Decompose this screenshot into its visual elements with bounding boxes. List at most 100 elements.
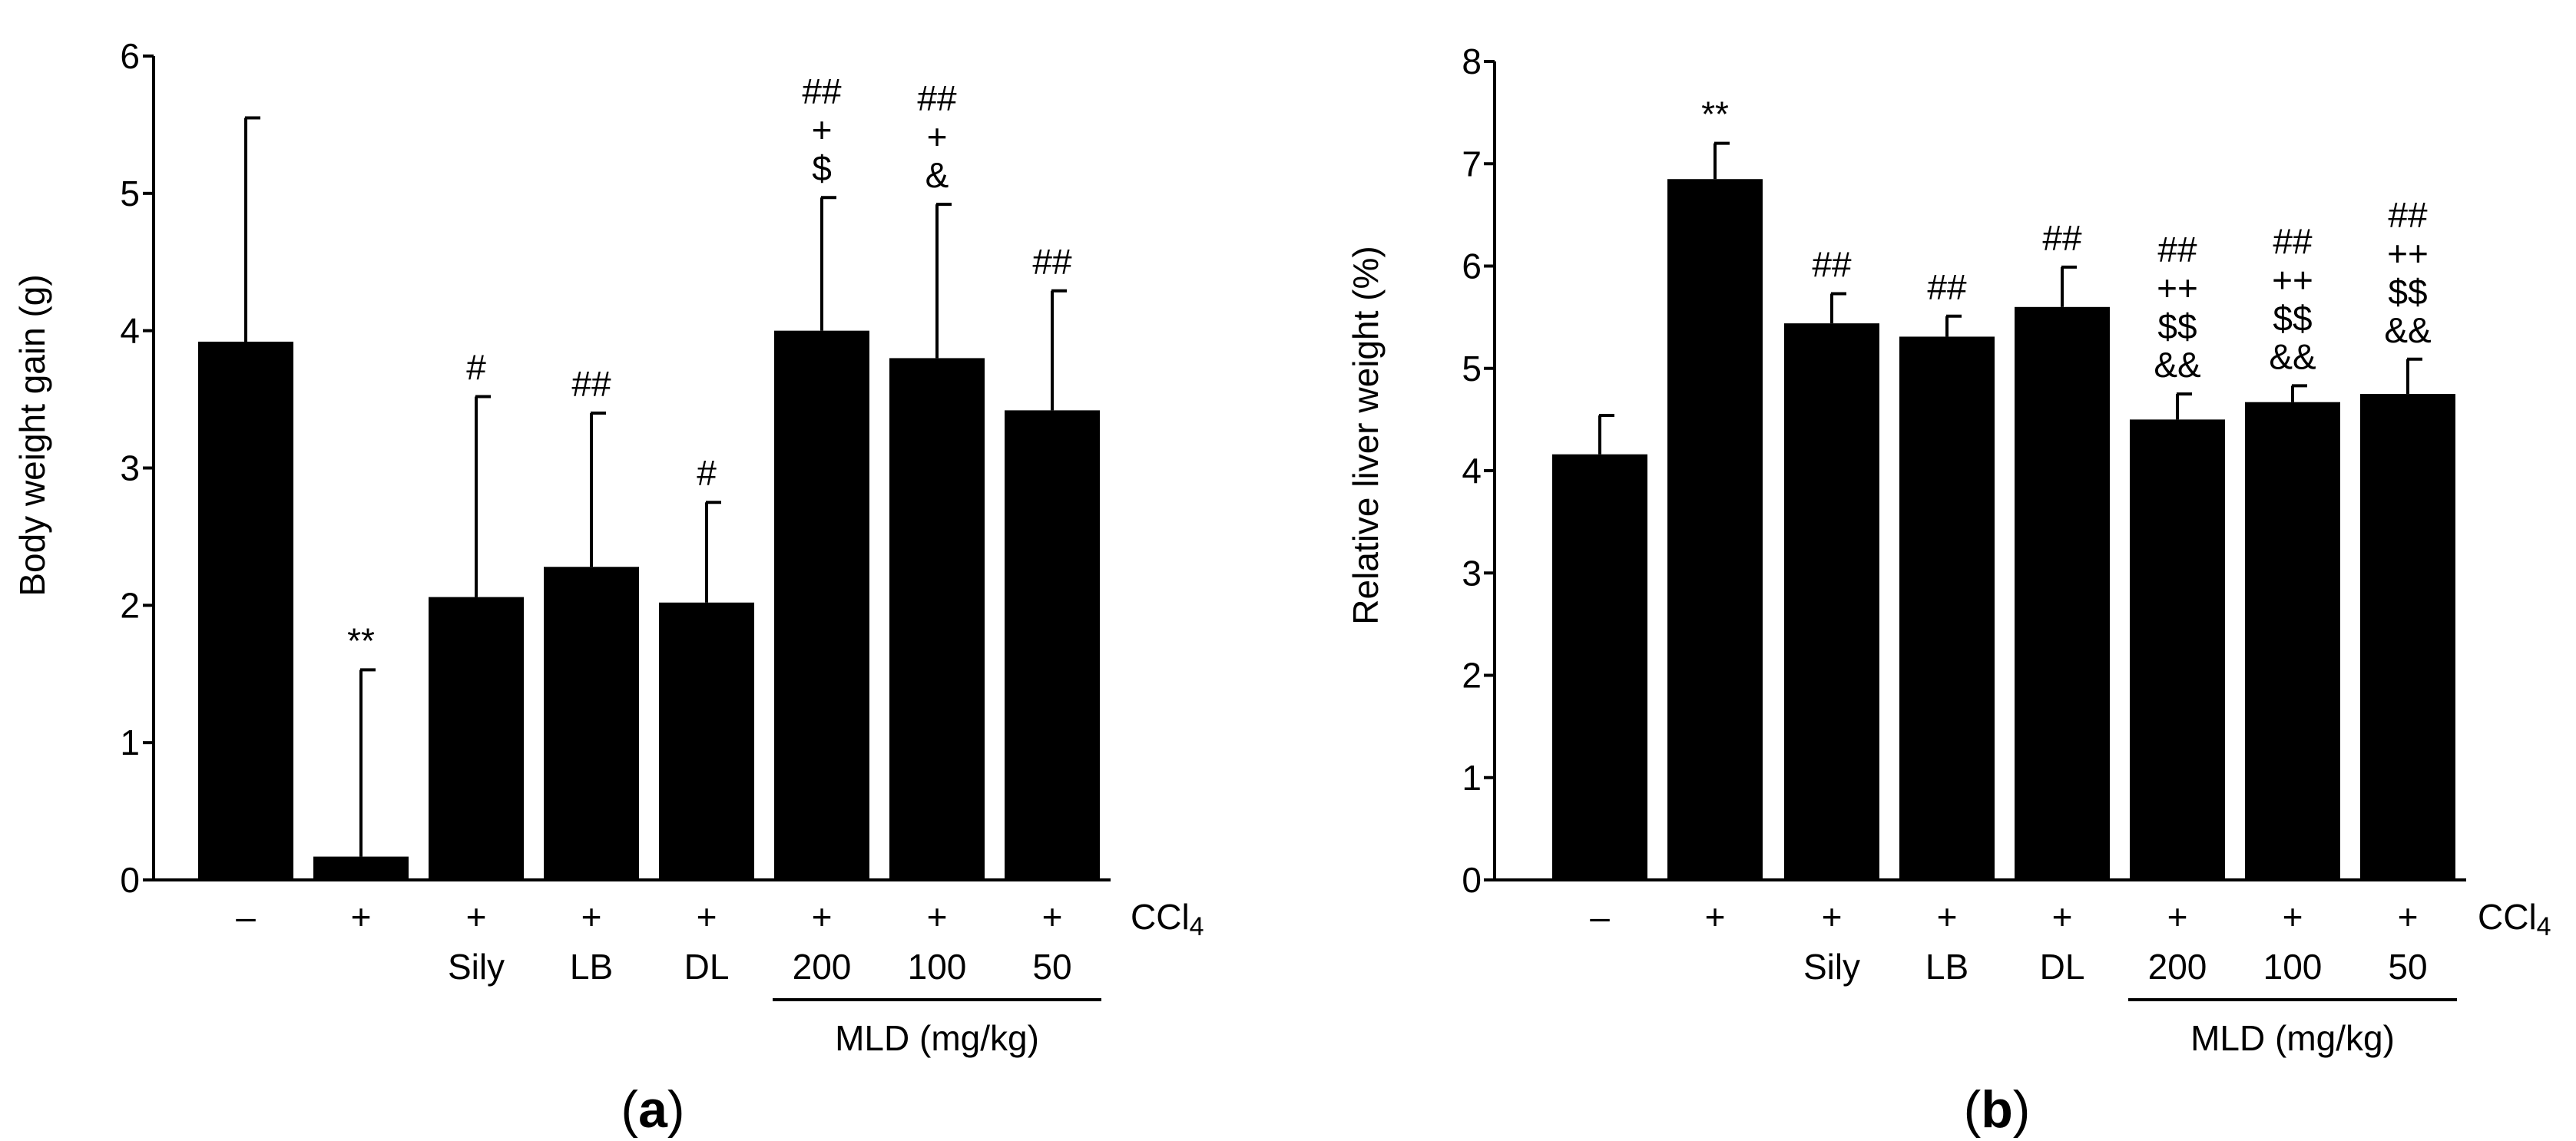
panel-b-category-label: DL [2040, 947, 2085, 987]
panel-a-ccl4-indicator: + [351, 897, 372, 937]
panel-b-ccl4-indicator: + [1705, 897, 1726, 937]
panel-b-letter: b [1981, 1080, 2013, 1139]
panel-b-significance-mark: ++ [2272, 260, 2313, 299]
panel-b-bar [1784, 323, 1879, 880]
panel-b-y-tick-label: 8 [1462, 41, 1482, 81]
panel-a-y-tick-label: 3 [120, 448, 140, 488]
panel-b-significance-mark: ## [1927, 267, 1967, 307]
panel-b-relative-liver-weight: Relative liver weight (%) 0 1 2 3 4 5 6 7 8 – ** + #… [1346, 41, 2551, 1139]
panel-b-y-axis-label: Relative liver weight (%) [1346, 246, 1386, 624]
panel-b-y-tick-label: 0 [1462, 860, 1482, 900]
panel-b-y-tick-label: 4 [1462, 451, 1482, 491]
panel-b-significance-mark: ++ [2387, 233, 2429, 273]
panel-a-y-tick-label: 1 [120, 723, 140, 762]
panel-a-category-label: DL [684, 947, 730, 987]
panel-a-category-label: 200 [793, 947, 852, 987]
panel-a-ccl4-indicator: + [1042, 897, 1063, 937]
panel-b-significance-mark: $$ [2157, 306, 2197, 346]
panel-b-significance-mark: && [2154, 345, 2200, 385]
panel-b-plot-area: 012345678–**+##+Sily##+LB##+DL##++$$&&+2… [1462, 41, 2551, 1058]
panel-a-body-weight-gain: Body weight gain (g) 0123456–**+#+Sily##… [12, 36, 1204, 1139]
panel-a-group-label: MLD (mg/kg) [835, 1018, 1039, 1058]
panel-a-y-tick-label: 2 [120, 585, 140, 625]
panel-a-ccl4-label-subscript: 4 [1190, 912, 1204, 941]
panel-a-significance-mark: ## [571, 364, 611, 404]
panel-b-y-tick-label: 7 [1462, 144, 1482, 184]
panel-a-significance-mark: ## [802, 71, 842, 111]
panel-b-bar [2245, 402, 2340, 880]
panel-a-significance-mark: # [466, 348, 486, 388]
panel-a-ccl4-indicator: + [581, 897, 602, 937]
panel-a-y-tick-label: 5 [120, 174, 140, 213]
panel-a-ccl4-indicator: + [466, 897, 487, 937]
panel-a-ccl4-indicator: + [812, 897, 833, 937]
panel-a-y-tick-label: 4 [120, 311, 140, 351]
panel-b-category-label: 50 [2388, 947, 2427, 987]
panel-b-y-tick-label: 2 [1462, 656, 1482, 696]
panel-a-category-label: 100 [908, 947, 967, 987]
panel-a-y-tick-label: 6 [120, 36, 140, 76]
panel-a-ccl4-label-text: CCl [1131, 897, 1190, 937]
panel-b-category-label: LB [1925, 947, 1968, 987]
panel-b-significance-mark: ## [2042, 218, 2082, 258]
panel-b-category-label: 100 [2263, 947, 2323, 987]
panel-a-bar [1005, 410, 1100, 880]
panel-b-bar [1552, 454, 1647, 880]
panel-b-significance-mark: ## [2273, 221, 2313, 261]
panel-a-bar [659, 602, 754, 880]
panel-b-y-tick-label: 5 [1462, 349, 1482, 389]
panel-b-group-label: MLD (mg/kg) [2190, 1018, 2395, 1058]
panel-b-ccl4-indicator: + [1937, 897, 1958, 937]
panel-a-letter: a [638, 1080, 668, 1139]
panel-a-significance-mark: ## [1032, 242, 1072, 282]
panel-b-bar [2360, 394, 2455, 880]
panel-b-significance-mark: ## [2388, 195, 2428, 235]
panel-b-y-tick-label: 3 [1462, 553, 1482, 593]
panel-b-significance-mark: $$ [2388, 272, 2427, 312]
panel-a-bar [774, 330, 869, 881]
panel-b-ccl4-label-text: CCl [2478, 897, 2537, 937]
panel-b-significance-mark: ## [1812, 244, 1852, 284]
panel-a-significance-mark: $ [812, 148, 832, 188]
panel-a-category-label: Sily [448, 947, 505, 987]
panel-a-significance-mark: + [927, 117, 948, 157]
panel-b-ccl4-indicator: + [2052, 897, 2073, 937]
panel-a-bar [429, 597, 524, 880]
panel-a-significance-mark: # [697, 453, 717, 493]
panel-b-category-label: Sily [1803, 947, 1860, 987]
panel-a-category-label: 50 [1032, 947, 1071, 987]
panel-a-y-axis-label: Body weight gain (g) [12, 274, 52, 596]
panel-a-ccl4-indicator: – [236, 897, 256, 937]
panel-b-significance-mark: && [2269, 336, 2316, 376]
panel-a-ccl4-indicator: + [697, 897, 717, 937]
panel-a-ccl4-indicator: + [927, 897, 948, 937]
panel-a-plot-area: 0123456–**+#+Sily##+LB#+DL##+$+200##+&+1… [120, 36, 1204, 1058]
panel-b-ccl4-indicator: + [2167, 897, 2188, 937]
panel-a-ccl4-label: CCl4 [1131, 897, 1204, 941]
panel-b-ccl4-indicator: + [1822, 897, 1843, 937]
panel-b-significance-mark: $$ [2273, 298, 2312, 338]
panel-b-significance-mark: ** [1701, 94, 1729, 134]
panel-b-bar [2130, 419, 2225, 880]
panel-a-significance-mark: ## [917, 78, 957, 118]
panel-b-bar [1667, 179, 1763, 881]
panel-a-significance-mark: & [925, 155, 949, 195]
panel-a-bar [544, 567, 639, 880]
panel-a-bar [313, 856, 409, 880]
panel-a-y-tick-label: 0 [120, 860, 140, 900]
panel-a-bar [889, 358, 985, 880]
panel-b-y-tick-label: 6 [1462, 246, 1482, 286]
panel-b-label: (b) [1964, 1080, 2031, 1139]
panel-b-significance-mark: && [2384, 310, 2431, 350]
panel-a-significance-mark: + [812, 110, 833, 150]
panel-a-label: (a) [621, 1080, 684, 1139]
panel-b-bar [2015, 306, 2110, 880]
panel-b-ccl4-indicator: – [1590, 897, 1610, 937]
panel-b-y-tick-label: 1 [1462, 758, 1482, 798]
panel-b-bar [1899, 336, 1995, 880]
panel-a-category-label: LB [570, 947, 613, 987]
panel-b-ccl4-label-subscript: 4 [2537, 912, 2551, 941]
panel-b-significance-mark: ++ [2157, 268, 2198, 308]
panel-b-ccl4-indicator: + [2283, 897, 2303, 937]
